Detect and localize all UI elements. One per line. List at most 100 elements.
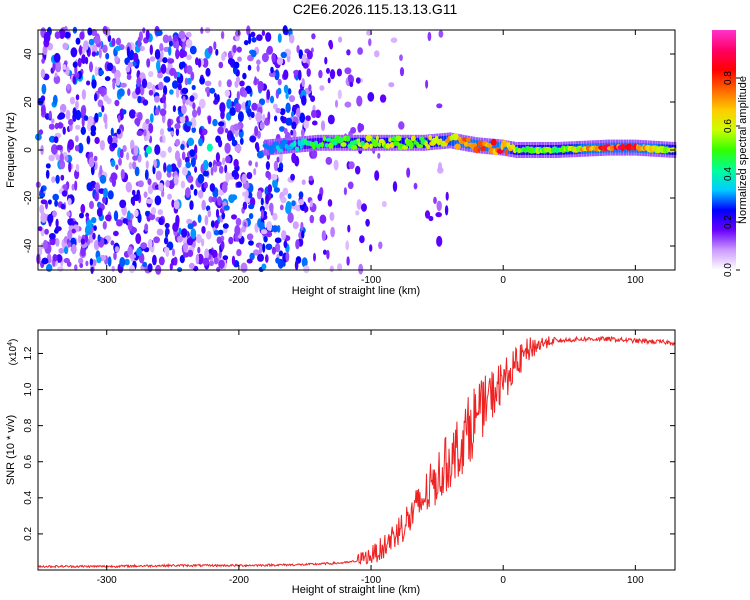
ridge-mid-cell [454,136,457,147]
spectrogram-noise-cell [262,113,266,122]
spectrogram-noise-cell [399,54,403,61]
spectrogram-noise-cell [131,61,137,67]
ridge-mid-cell [496,142,500,153]
spectrogram-noise-cell [147,178,152,186]
spectrogram-x-axis-label: Height of straight line (km) [292,285,420,297]
spectrogram-noise-cell [129,264,135,274]
spectrogram-noise-cell [97,99,104,108]
spectrogram-noise-cell [63,246,69,255]
spectrogram-noise-cell [173,256,178,266]
spectrogram-noise-cell [223,205,230,211]
spectrogram-noise-cell [425,79,429,89]
spectrogram-noise-cell [272,178,278,189]
spectrogram-noise-cell [189,45,197,55]
ridge-core-cell [369,143,373,149]
spectrogram-noise-cell [189,149,196,158]
ridge-mid-cell [346,137,349,148]
spectrogram-noise-cell [329,41,334,50]
spectrogram-noise-cell [53,52,61,63]
spectrogram-noise-cell [195,253,200,265]
snr-frame [37,329,676,571]
spectrogram-noise-cell [259,205,265,213]
spectrogram-noise-cell [231,170,239,178]
spectrogram-noise-cell [173,34,178,42]
spectrogram-noise-cell [215,208,220,218]
spectrogram-noise-cell [61,190,68,197]
spectrogram-noise-cell [119,257,126,268]
spectrogram-noise-cell [276,156,280,163]
spectrogram-noise-cell [42,45,48,56]
colorbar: 0.0 0.2 0.4 0.6 0.8 Normalized spectral ampl… [712,30,749,277]
spectrogram-noise-cell [143,129,147,137]
spectrogram-noise-cell [259,121,265,130]
x-tick-label: -200 [229,575,249,586]
spectrogram-noise-cell [107,190,114,200]
spectrogram-noise-cell [231,214,237,220]
spectrogram-noise-cell [80,126,87,135]
spectrogram-noise-cell [144,223,149,232]
spectrogram-noise-cell [165,227,169,239]
spectrogram-noise-cell [186,54,192,61]
spectrogram-noise-cell [75,164,80,172]
spectrogram-noise-cell [327,114,335,125]
spectrogram-noise-cell [219,102,226,113]
ridge-core-cell [385,143,391,149]
spectrogram-noise-cell [118,88,125,97]
spectrogram-noise-cell [170,163,177,173]
spectrogram-noise-cell [101,105,105,113]
spectrogram-noise-cell [55,238,60,247]
spectrogram-noise-cell [166,171,172,178]
ridge-core-cell [338,137,345,143]
spectrogram-noise-cell [67,218,74,226]
spectrogram-noise-cell [67,241,72,248]
ridge-core-cell [486,143,493,148]
ridge-core-cell [472,142,478,147]
spectrogram-noise-cell [299,112,306,124]
spectrogram-noise-cell [72,75,77,85]
spectrogram-noise-cell [39,204,45,214]
spectrogram-noise-cell [241,101,247,110]
spectrogram-noise-cell [213,229,220,236]
spectrogram-noise-cell [142,261,148,268]
ridge-core-cell [377,142,382,148]
spectrogram-noise-cell [114,69,121,80]
spectrogram-noise-cell [301,95,307,106]
spectrogram-noise-cell [271,225,279,233]
spectrogram-noise-cell [68,118,74,126]
spectrogram-noise-cell [398,121,405,130]
y-tick-label: -40 [23,238,34,253]
spectrogram-noise-cell [58,28,66,40]
spectrogram-noise-cell [190,156,196,168]
ridge-core-cell [320,141,324,148]
ridge-mid-cell [401,137,404,148]
spectrogram-noise-cell [154,195,162,206]
ridge-core-cell [375,135,379,141]
spectrogram-noise-cell [221,52,226,61]
spectrogram-noise-cell [193,188,198,196]
spectrogram-noise-cell [43,31,51,43]
spectrogram-noise-cell [194,166,198,173]
spectrogram-noise-cell [80,203,86,214]
spectrogram-noise-cell [296,45,300,54]
ridge-mid-cell [504,143,507,154]
spectrogram-noise-cell [377,152,381,159]
spectrogram-noise-cell [248,240,254,246]
x-tick-label: 0 [500,275,506,286]
spectrogram-noise-cell [51,144,58,155]
x-tick-label: -100 [361,575,381,586]
spectrogram-noise-cell [318,69,323,79]
spectrogram-noise-cell [285,102,291,114]
spectrogram-noise-cell [46,263,53,272]
spectrogram-noise-cell [48,110,52,120]
spectrogram-noise-cell [255,161,258,168]
spectrogram-y-ticks: -40 -20 0 20 40 [23,48,675,253]
spectrogram-noise-cell [224,142,231,154]
ridge-mid-cell [412,137,415,148]
spectrogram-noise-cell [62,184,68,190]
snr-x-axis-label: Height of straight line (km) [292,584,420,596]
spectrogram-noise-cell [310,95,316,102]
spectrogram-noise-cell [157,72,163,79]
spectrogram-noise-cell [67,139,75,151]
spectrogram-noise-cell [208,45,213,54]
